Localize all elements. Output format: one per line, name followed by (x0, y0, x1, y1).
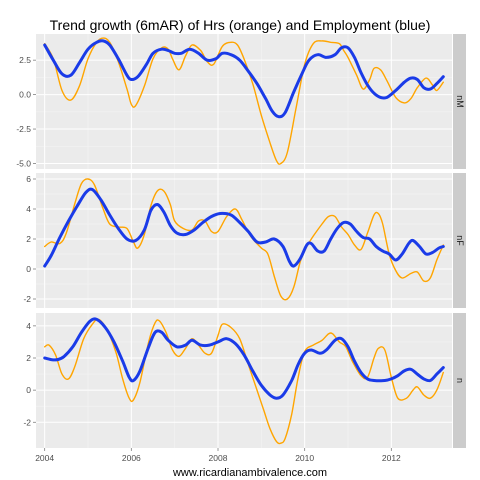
facet-strip (453, 173, 466, 308)
y-tick-label: 4 (26, 204, 31, 214)
panel-background (36, 34, 452, 169)
facet-strip-label: n (455, 378, 465, 383)
panel-nF: -2 0 2 4 6 nF (23, 173, 466, 308)
y-tick-label: -2.5 (16, 124, 31, 134)
x-axis-label: www.ricardianambivalence.com (172, 467, 327, 479)
y-tick-label: 4 (26, 321, 31, 331)
x-tick-label: 2012 (382, 453, 401, 463)
y-tick-label: -2 (23, 294, 31, 304)
y-tick-label: 2 (26, 234, 31, 244)
x-tick-label: 2010 (295, 453, 314, 463)
chart-title: Trend growth (6mAR) of Hrs (orange) and … (50, 17, 431, 33)
facet-strip-label: nF (455, 235, 465, 246)
x-tick-label: 2004 (35, 453, 54, 463)
x-tick-label: 2006 (122, 453, 141, 463)
y-tick-label: -5.0 (16, 158, 31, 168)
facet-strip (453, 313, 466, 448)
y-tick-label: 2.5 (19, 55, 31, 65)
panel-n: -2 0 2 4 n (23, 313, 466, 448)
y-tick-label: -2 (23, 417, 31, 427)
panels-layer: -5.0 -2.5 0.0 2.5 nM -2 0 2 4 6 nF -2 0 2 4 n (16, 34, 466, 448)
y-tick-label: 6 (26, 174, 31, 184)
x-tick-label: 2008 (209, 453, 228, 463)
y-tick-label: 0 (26, 385, 31, 395)
panel-nM: -5.0 -2.5 0.0 2.5 nM (16, 34, 466, 169)
panel-background (36, 173, 452, 308)
series-line-employment-nF (43, 187, 445, 268)
facet-strip (453, 34, 466, 169)
series-line-employment-nM (43, 39, 445, 119)
y-tick-label: 0.0 (19, 90, 31, 100)
y-tick-label: 2 (26, 353, 31, 363)
x-axis: 2004 2006 2008 2010 2012 (35, 448, 401, 463)
facet-strip-label: nM (455, 95, 465, 108)
y-tick-label: 0 (26, 264, 31, 274)
series-line-employment-n (43, 317, 445, 400)
